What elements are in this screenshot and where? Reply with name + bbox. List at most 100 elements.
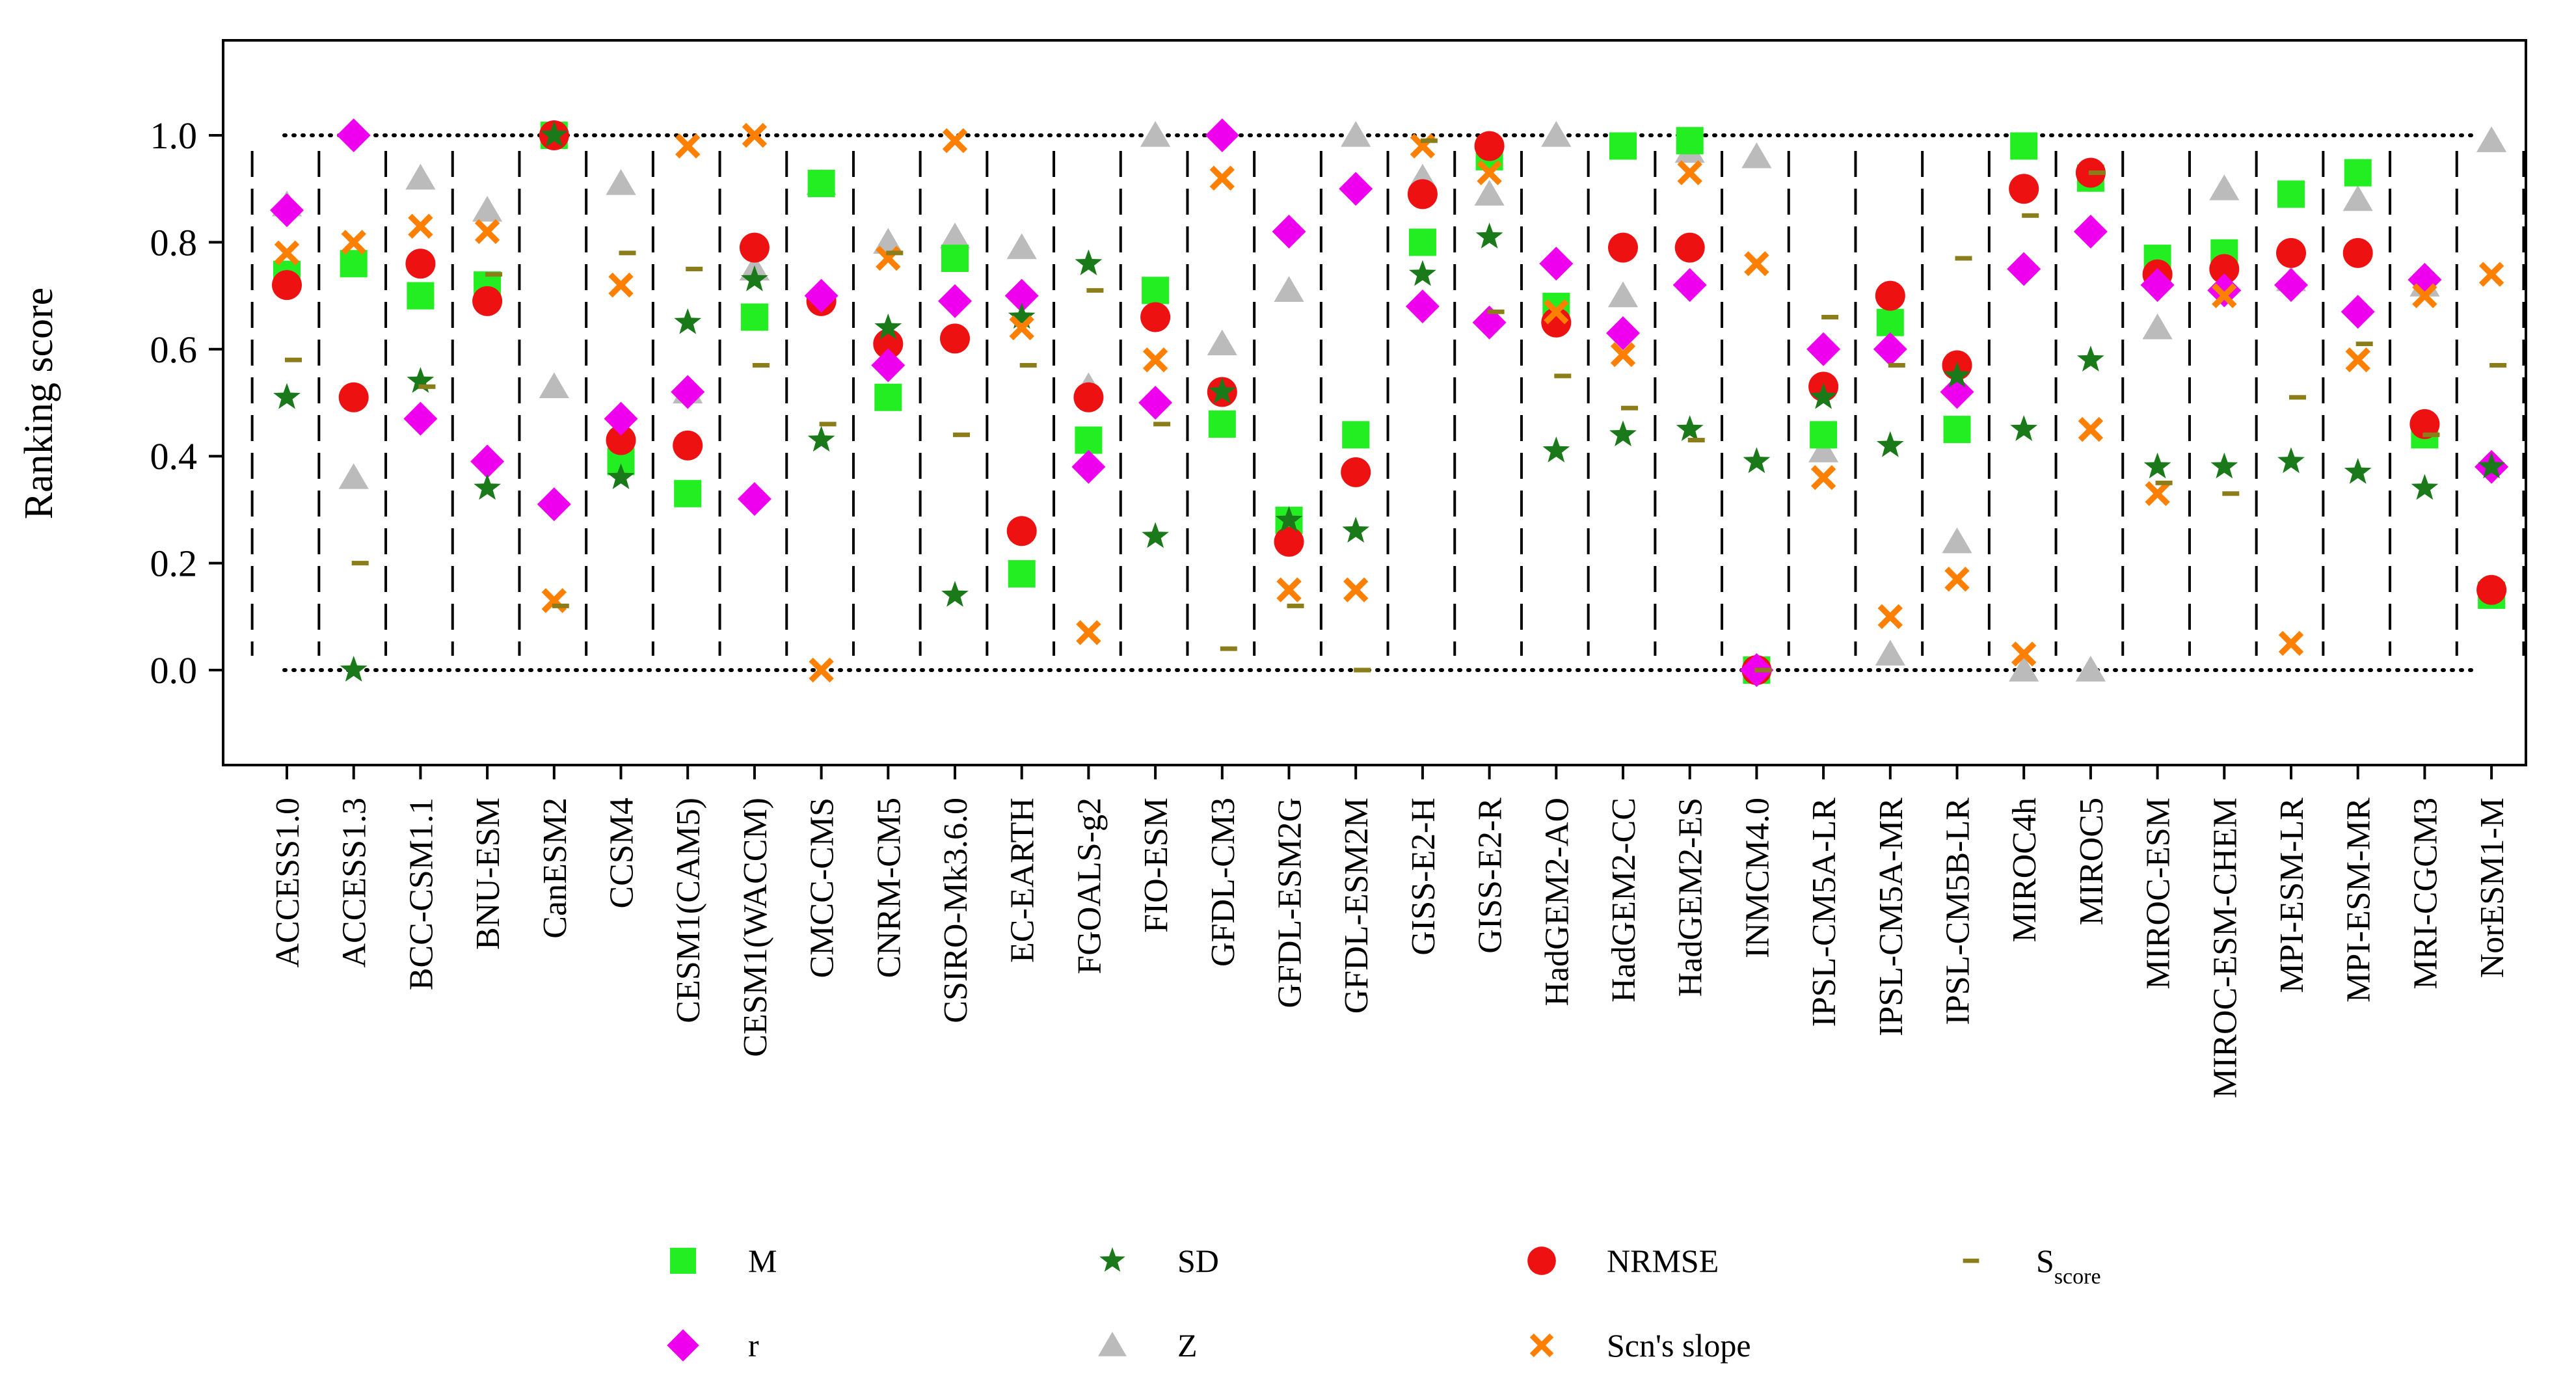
point-z xyxy=(1274,276,1304,302)
point-s-score xyxy=(1888,362,1905,368)
point-sen-s-slope xyxy=(1276,577,1302,602)
point-sd xyxy=(1008,303,1036,329)
point-sd xyxy=(741,265,768,291)
reference-lines xyxy=(282,133,2480,672)
point-nrmse xyxy=(1140,302,1171,332)
point-r xyxy=(1539,247,1574,281)
point-sen-s-slope xyxy=(1343,577,1369,602)
point-m xyxy=(1876,308,1904,336)
point-sen-s-slope xyxy=(1209,165,1235,191)
point-sen-s-slope xyxy=(1810,465,1836,491)
point-nrmse xyxy=(1474,131,1505,161)
point-nrmse xyxy=(673,430,703,461)
legend-label: Sscore xyxy=(2036,1243,2101,1289)
point-sen-s-slope xyxy=(341,230,366,255)
point-sd xyxy=(1142,522,1169,548)
point-nrmse xyxy=(1541,307,1572,338)
point-s-score xyxy=(1220,646,1237,651)
point-s-score xyxy=(2355,342,2373,347)
point-s-score xyxy=(2088,170,2106,176)
point-sd xyxy=(474,474,501,500)
y-tick-label: 0.4 xyxy=(150,435,198,478)
y-axis-title: Ranking score xyxy=(17,288,61,519)
legend-label: Scn's slope xyxy=(1607,1327,1751,1364)
point-r xyxy=(2207,273,2242,308)
x-tick-label: GISS-E2-H xyxy=(1405,798,1442,956)
point-s-score xyxy=(1955,256,1972,261)
point-nrmse xyxy=(1073,382,1104,412)
point-sd xyxy=(2411,474,2439,500)
point-nrmse xyxy=(1274,526,1304,557)
legend-marker-square xyxy=(670,1248,696,1274)
x-tick-label: GISS-E2-R xyxy=(1472,798,1509,954)
x-tick-label: MPI-ESM-MR xyxy=(2341,798,2378,1003)
x-tick-label: MRI-CGCM3 xyxy=(2407,798,2444,990)
x-tick-label: HadGEM2-AO xyxy=(1538,798,1576,1006)
point-s-score xyxy=(1019,362,1037,368)
point-nrmse xyxy=(272,270,302,301)
point-s-score xyxy=(552,603,569,608)
point-sen-s-slope xyxy=(474,219,500,245)
point-z xyxy=(2209,174,2240,200)
x-tick-label: MIROC-ESM-CHEM xyxy=(2207,798,2244,1098)
point-sd xyxy=(1810,383,1837,409)
point-s-score xyxy=(886,250,904,256)
y-tick-label: 0.0 xyxy=(150,649,198,692)
point-sen-s-slope xyxy=(1142,347,1168,373)
y-tick-label: 0.6 xyxy=(150,329,198,371)
point-m xyxy=(2010,132,2038,160)
point-r xyxy=(2007,252,2041,286)
point-r xyxy=(671,375,705,409)
point-sd xyxy=(2344,457,2372,484)
point-sen-s-slope xyxy=(742,122,768,148)
x-tick-label: MIROC4h xyxy=(2006,798,2043,942)
point-r xyxy=(1806,332,1841,366)
x-tick-label: FIO-ESM xyxy=(1138,798,1175,933)
x-tick-label: CNRM-CM5 xyxy=(870,798,907,978)
x-tick-label: HadGEM2-CC xyxy=(1605,798,1643,1003)
model-separators xyxy=(250,151,2525,656)
x-axis: ACCESS1.0 ACCESS1.3 BCC-CSM1.1 BNU-ESM CanES… xyxy=(269,765,2511,1098)
point-sd xyxy=(607,463,635,489)
point-r xyxy=(871,348,906,383)
x-tick-label: CESM1(CAM5) xyxy=(670,798,707,1023)
point-sd xyxy=(2010,415,2038,441)
point-z xyxy=(472,196,503,222)
point-sd xyxy=(2210,452,2238,479)
data-points xyxy=(270,118,2509,687)
point-s-score xyxy=(2155,480,2173,485)
point-sd xyxy=(2077,345,2104,371)
point-z xyxy=(1741,142,1772,168)
point-s-score xyxy=(619,250,636,256)
point-z xyxy=(1875,640,1905,666)
point-z xyxy=(1341,121,1371,147)
point-s-score xyxy=(1287,603,1304,608)
point-sen-s-slope xyxy=(1944,567,1970,592)
point-sd xyxy=(674,308,702,334)
legend-marker-dash xyxy=(1963,1258,1979,1263)
point-s-score xyxy=(1420,138,1438,143)
point-s-score xyxy=(1687,438,1705,443)
x-tick-label: IPSL-CM5B-LR xyxy=(1940,798,1977,1025)
point-z xyxy=(338,463,369,489)
point-nrmse xyxy=(739,232,770,263)
point-r xyxy=(804,278,839,313)
point-s-score xyxy=(2422,432,2440,437)
point-m xyxy=(1810,421,1838,449)
point-s-score xyxy=(686,267,703,271)
point-m xyxy=(1943,416,1971,444)
point-s-score xyxy=(1554,373,1572,379)
point-s-score xyxy=(2289,395,2306,400)
point-r xyxy=(1940,375,1974,409)
point-r xyxy=(1606,316,1640,351)
point-z xyxy=(1607,281,1639,308)
x-tick-label: ACCESS1.3 xyxy=(336,798,373,968)
x-tick-label: MIROC-ESM xyxy=(2140,798,2177,990)
point-m xyxy=(1408,228,1436,256)
y-tick-label: 0.8 xyxy=(150,221,198,263)
legend: M SD NRMSE Sscore r Z Scn's slope xyxy=(667,1243,2101,1364)
point-s-score xyxy=(285,357,302,362)
point-m xyxy=(1342,421,1370,449)
x-tick-label: HadGEM2-ES xyxy=(1672,798,1710,997)
point-z xyxy=(2342,185,2373,211)
